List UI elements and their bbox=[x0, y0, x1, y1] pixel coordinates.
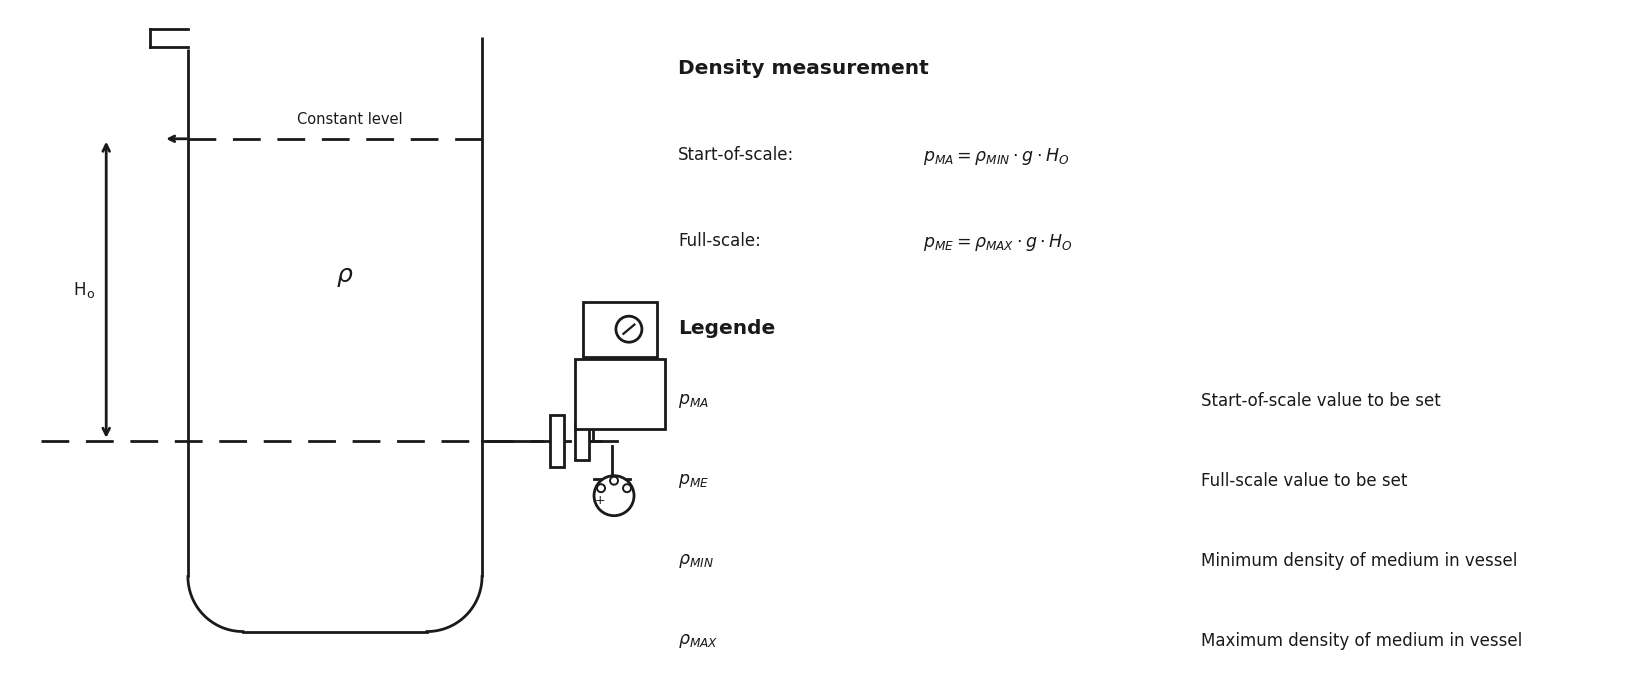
Text: Legende: Legende bbox=[678, 319, 776, 338]
Text: Full-scale:: Full-scale: bbox=[678, 232, 761, 251]
Text: H: H bbox=[74, 281, 87, 298]
Text: $\rho_{MIN}$: $\rho_{MIN}$ bbox=[678, 552, 714, 570]
Text: o: o bbox=[87, 288, 95, 301]
Text: ρ: ρ bbox=[337, 263, 353, 287]
Circle shape bbox=[595, 475, 634, 516]
Text: $\mathit{p}_{ME}$: $\mathit{p}_{ME}$ bbox=[678, 472, 709, 490]
Text: Start-of-scale value to be set: Start-of-scale value to be set bbox=[1201, 392, 1441, 410]
Bar bbox=[551, 415, 564, 466]
Circle shape bbox=[623, 484, 631, 492]
Bar bbox=[575, 359, 665, 429]
Circle shape bbox=[616, 316, 642, 342]
Text: $\mathit{p}_{ME} = \rho_{MAX} \cdot g \cdot H_O$: $\mathit{p}_{ME} = \rho_{MAX} \cdot g \c… bbox=[923, 232, 1072, 253]
Text: Start-of-scale:: Start-of-scale: bbox=[678, 146, 794, 164]
Bar bbox=[583, 302, 657, 357]
Text: Constant level: Constant level bbox=[297, 112, 404, 127]
Text: +: + bbox=[595, 494, 605, 507]
Text: $\mathit{p}_{MA} = \rho_{MIN} \cdot g \cdot H_O$: $\mathit{p}_{MA} = \rho_{MIN} \cdot g \c… bbox=[923, 146, 1069, 167]
Text: Minimum density of medium in vessel: Minimum density of medium in vessel bbox=[1201, 552, 1518, 570]
Bar bbox=[575, 422, 588, 459]
Text: $\mathit{p}_{MA}$: $\mathit{p}_{MA}$ bbox=[678, 392, 709, 410]
Text: Maximum density of medium in vessel: Maximum density of medium in vessel bbox=[1201, 632, 1523, 650]
Circle shape bbox=[609, 477, 618, 484]
Text: Density measurement: Density measurement bbox=[678, 59, 928, 78]
Circle shape bbox=[596, 484, 605, 492]
Text: Full-scale value to be set: Full-scale value to be set bbox=[1201, 472, 1407, 490]
Text: $\rho_{MAX}$: $\rho_{MAX}$ bbox=[678, 632, 719, 650]
